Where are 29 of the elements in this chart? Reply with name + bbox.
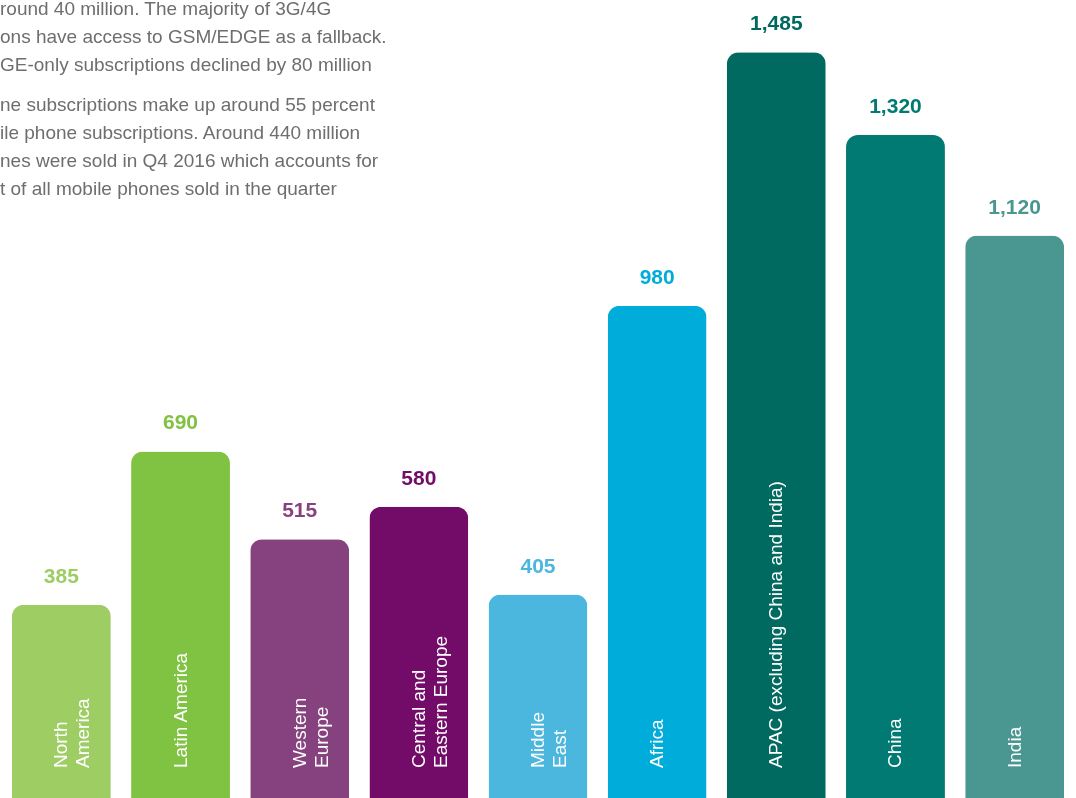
x-tick-label: China: [884, 717, 906, 768]
x-tick-label: Middle East: [527, 712, 570, 768]
data-label: 980: [639, 264, 675, 288]
x-tick-label: North America: [50, 697, 94, 768]
x-tick-label: Central and Eastern Europe: [407, 635, 451, 768]
x-tick-label: APAC (excluding China and India): [765, 481, 787, 768]
data-label: 1,485: [750, 11, 803, 35]
bar: [607, 305, 707, 798]
annotation: ne subscriptions make up around 55 percent ile phone subscriptions. Around 440 million nes were sold in Q4 2016 which accounts for t of all mobile phones sold in the quarter: [0, 94, 379, 199]
data-label: 385: [43, 563, 80, 587]
data-label: 405: [520, 553, 556, 577]
x-tick-label: Western Europe: [288, 697, 332, 768]
bar: [488, 594, 588, 798]
bar: [131, 451, 230, 798]
bar: [846, 135, 945, 798]
x-tick-label: Africa: [646, 719, 668, 768]
bar: [369, 506, 469, 798]
data-label: 580: [401, 465, 437, 489]
data-label: 515: [282, 498, 318, 522]
x-tick-label: Latin America: [169, 652, 191, 768]
data-label: 690: [163, 410, 199, 434]
bar: [250, 539, 350, 798]
data-label: 1,120: [988, 194, 1041, 218]
x-tick-label: India: [1003, 726, 1025, 768]
annotation: round 40 million. The majority of 3G/4G ons have access to GSM/EDGE as a fallback. GE-only subscriptions declined by 80 million: [0, 0, 387, 75]
data-label: 1,320: [869, 94, 922, 118]
bar: [965, 235, 1065, 798]
bar: [726, 52, 826, 798]
bar: [11, 604, 111, 798]
